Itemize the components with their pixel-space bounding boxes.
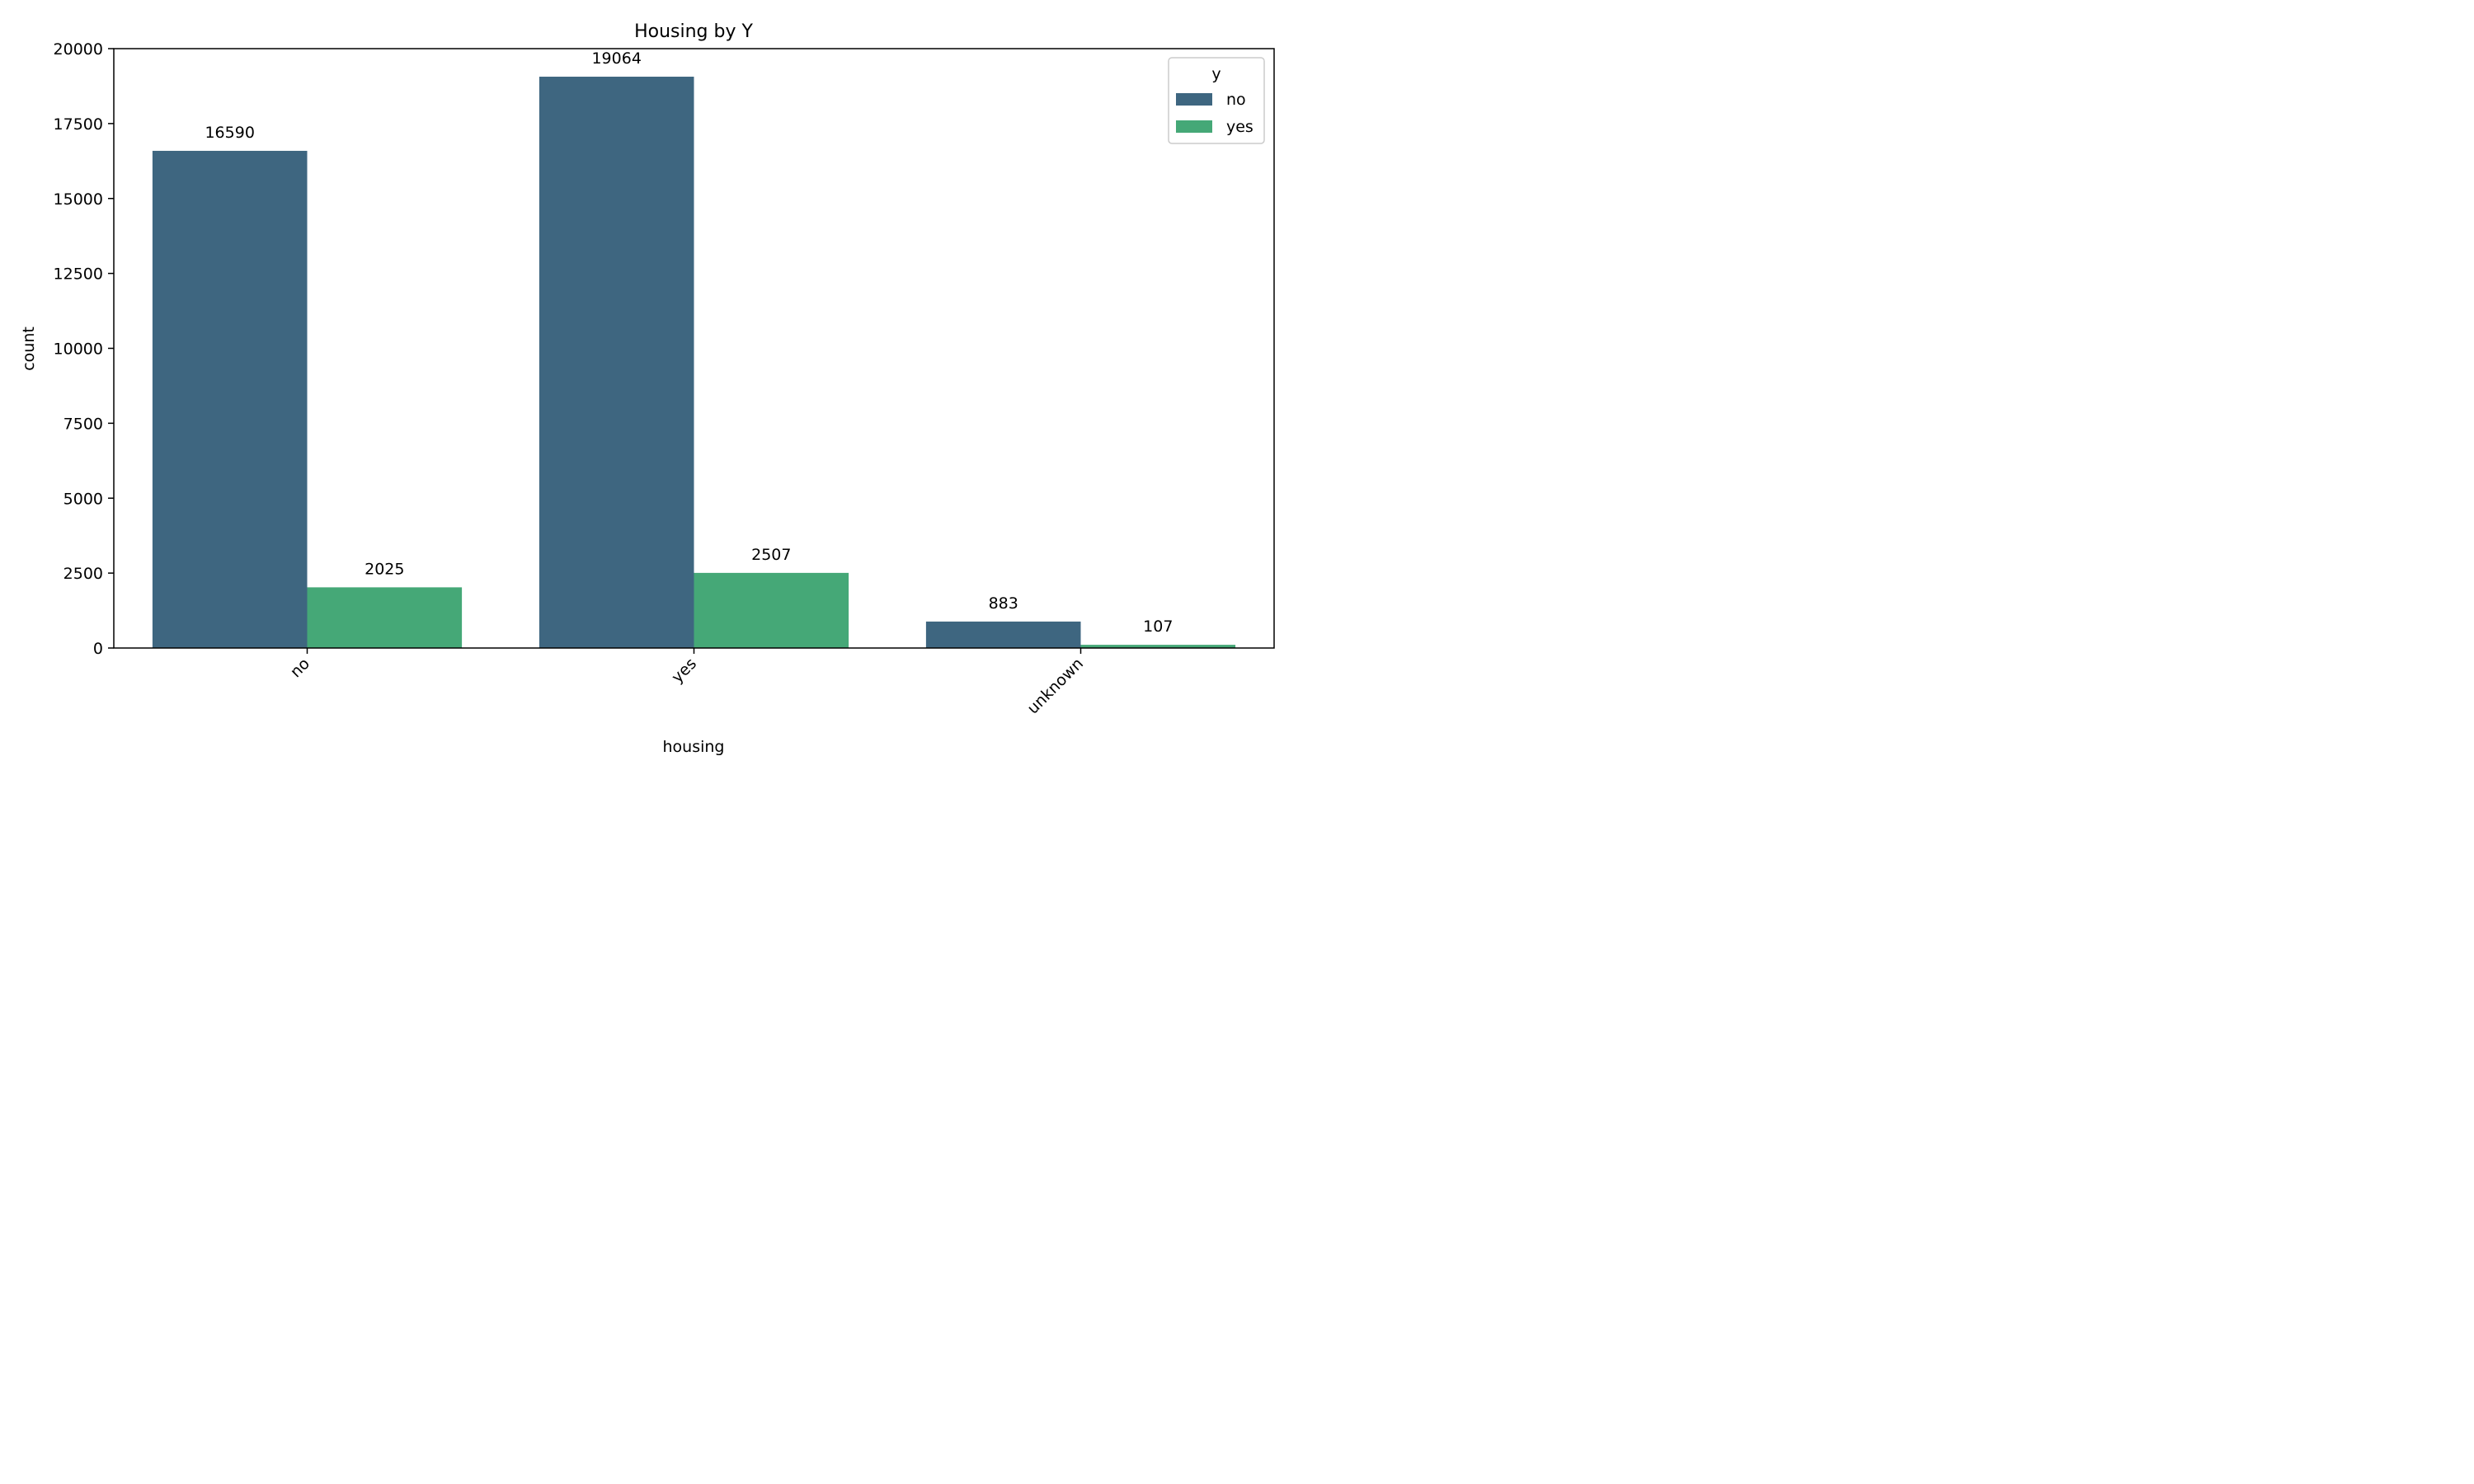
legend-title: y: [1211, 65, 1221, 83]
y-tick-label-7500: 7500: [63, 415, 103, 433]
x-tick-label-yes: yes: [668, 655, 700, 687]
y-tick-label-0: 0: [93, 640, 103, 658]
legend-label-yes: yes: [1226, 118, 1253, 136]
data-label-yes-no: 19064: [591, 49, 641, 68]
bar-no-yes: [307, 587, 463, 648]
data-label-unknown-no: 883: [989, 594, 1018, 613]
y-axis-label: count: [20, 326, 38, 371]
y-tick-label-20000: 20000: [54, 40, 103, 59]
bar-no-no: [152, 150, 308, 649]
legend: y no yes: [1168, 57, 1265, 144]
bar-yes-yes: [694, 572, 849, 648]
bar-yes-no: [539, 77, 694, 648]
y-tick-label-2500: 2500: [63, 565, 103, 583]
bar-unknown-no: [925, 621, 1081, 648]
legend-swatch-no: [1176, 93, 1212, 106]
plot-area: 16590 2025 19064 2507 883 107 0 2500 5000 7500 100…: [54, 40, 1275, 718]
data-label-yes-yes: 2507: [751, 546, 791, 564]
data-label-no-no: 16590: [205, 124, 254, 142]
chart-title: Housing by Y: [634, 21, 753, 42]
y-tick-label-5000: 5000: [63, 490, 103, 508]
y-tick-label-15000: 15000: [54, 190, 103, 209]
legend-label-no: no: [1226, 91, 1246, 109]
data-label-no-yes: 2025: [365, 560, 404, 578]
x-tick-label-unknown: unknown: [1023, 655, 1087, 718]
x-tick-label-no: no: [287, 655, 313, 681]
y-tick-label-17500: 17500: [54, 115, 103, 134]
bar-unknown-yes: [1080, 645, 1236, 648]
x-axis-label: housing: [663, 738, 725, 756]
y-tick-label-12500: 12500: [54, 265, 103, 284]
data-label-unknown-yes: 107: [1143, 618, 1173, 636]
legend-swatch-yes: [1176, 120, 1212, 133]
chart: Housing by Y 16590 2025 19064 2507 883 107 0 25…: [20, 21, 1275, 756]
y-tick-label-10000: 10000: [54, 340, 103, 359]
